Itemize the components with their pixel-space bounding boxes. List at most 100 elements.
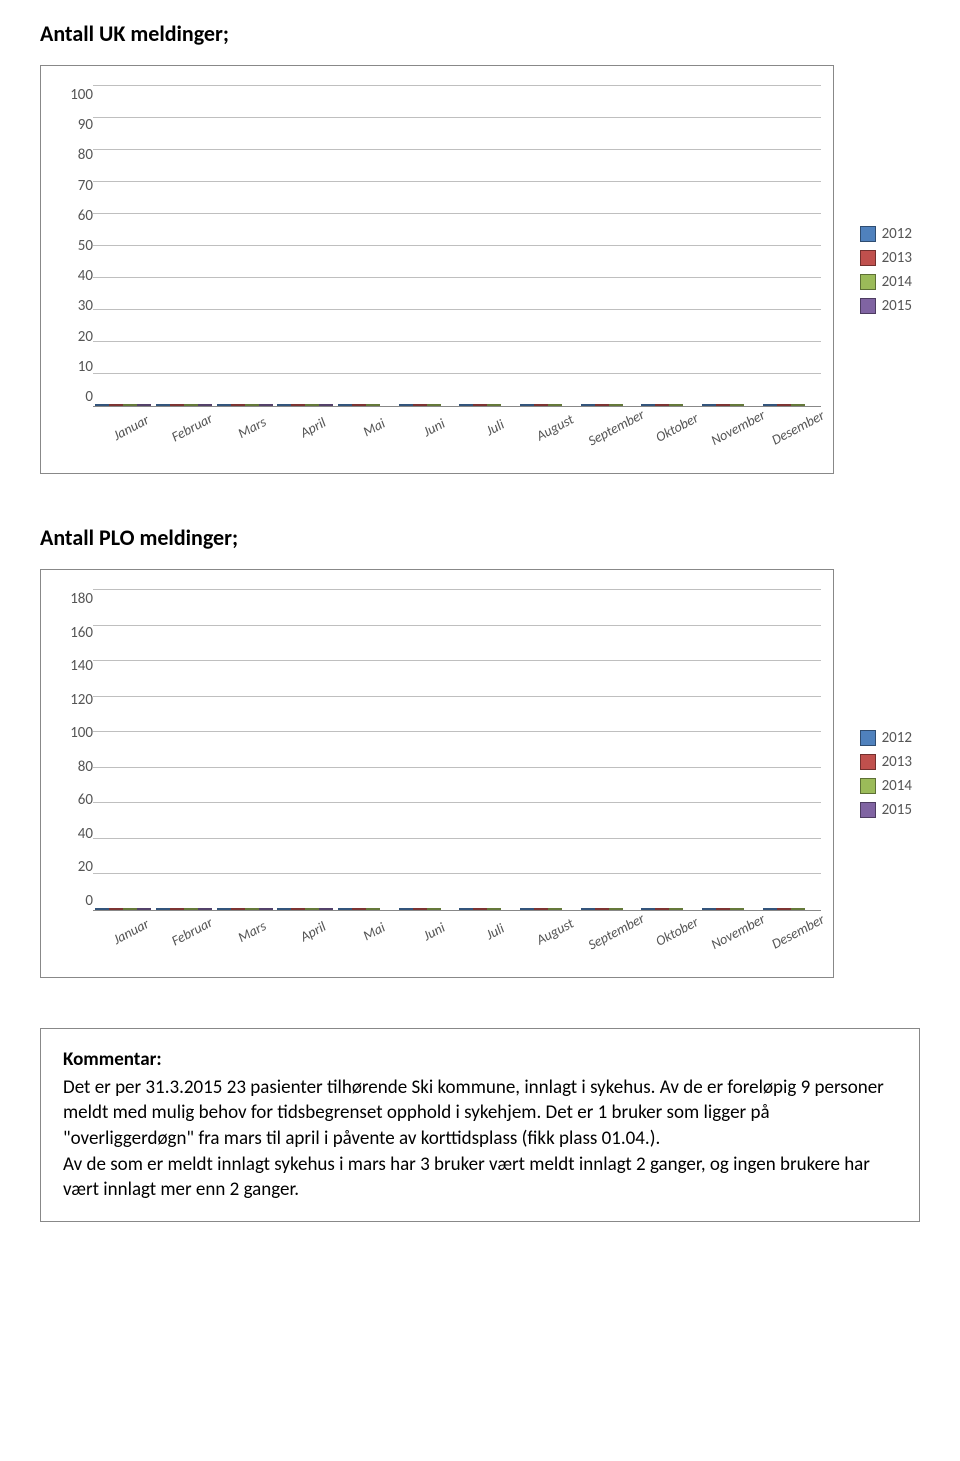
bar xyxy=(399,908,413,910)
comment-paragraph-1: Det er per 31.3.2015 23 pasienter tilhør… xyxy=(63,1075,897,1152)
legend-label: 2013 xyxy=(882,249,912,267)
y-tick-label: 100 xyxy=(70,724,93,742)
bar xyxy=(520,404,534,406)
legend-item: 2015 xyxy=(860,297,912,315)
bar xyxy=(156,908,170,910)
bar xyxy=(352,908,366,910)
legend-item: 2014 xyxy=(860,777,912,795)
y-tick-label: 40 xyxy=(78,267,93,285)
y-tick-label: 50 xyxy=(78,237,93,255)
y-tick-label: 80 xyxy=(78,758,93,776)
y-tick-label: 100 xyxy=(70,86,93,104)
comment-box: Kommentar: Det er per 31.3.2015 23 pasie… xyxy=(40,1028,920,1222)
bar xyxy=(655,404,669,406)
chart2-title: Antall PLO meldinger; xyxy=(40,524,920,551)
legend-item: 2015 xyxy=(860,801,912,819)
bar xyxy=(716,908,730,910)
bar xyxy=(473,404,487,406)
bar xyxy=(763,908,777,910)
y-tick-label: 90 xyxy=(78,116,93,134)
legend-swatch xyxy=(860,226,876,242)
y-tick-label: 60 xyxy=(78,207,93,225)
bar xyxy=(277,404,291,406)
bars-row xyxy=(93,86,821,406)
legend-label: 2014 xyxy=(882,273,912,291)
bar xyxy=(581,908,595,910)
legend-swatch xyxy=(860,754,876,770)
comment-paragraph-2: Av de som er meldt innlagt sykehus i mar… xyxy=(63,1152,897,1203)
y-tick-label: 20 xyxy=(78,858,93,876)
y-tick-label: 140 xyxy=(70,657,93,675)
y-tick-label: 40 xyxy=(78,825,93,843)
bar xyxy=(170,404,184,406)
bar xyxy=(95,908,109,910)
y-tick-label: 20 xyxy=(78,328,93,346)
bar xyxy=(338,908,352,910)
legend-label: 2015 xyxy=(882,801,912,819)
bar xyxy=(534,908,548,910)
legend-swatch xyxy=(860,730,876,746)
y-tick-label: 10 xyxy=(78,358,93,376)
chart1-legend: 2012 2013 2014 2015 xyxy=(860,219,912,321)
bar xyxy=(459,908,473,910)
bar xyxy=(217,908,231,910)
bar xyxy=(413,404,427,406)
bar xyxy=(716,404,730,406)
legend-label: 2014 xyxy=(882,777,912,795)
y-tick-label: 70 xyxy=(78,177,93,195)
chart2-container: 180160140120100806040200 JanuarFebruarMa… xyxy=(40,569,834,978)
bar xyxy=(231,404,245,406)
y-tick-label: 120 xyxy=(70,691,93,709)
chart2-frame: 180160140120100806040200 JanuarFebruarMa… xyxy=(40,569,834,978)
bars-row xyxy=(93,590,821,910)
legend-item: 2012 xyxy=(860,729,912,747)
chart2-x-axis: JanuarFebruarMarsAprilMaiJuniJuliAugustS… xyxy=(93,911,821,942)
comment-heading: Kommentar: xyxy=(63,1047,897,1073)
bar xyxy=(459,404,473,406)
bar xyxy=(777,908,791,910)
bar xyxy=(413,908,427,910)
chart1-frame: 1009080706050403020100 JanuarFebruarMars… xyxy=(40,65,834,474)
bar xyxy=(702,908,716,910)
legend-label: 2012 xyxy=(882,225,912,243)
legend-label: 2013 xyxy=(882,753,912,771)
chart1-x-axis: JanuarFebruarMarsAprilMaiJuniJuliAugustS… xyxy=(93,407,821,438)
bar xyxy=(291,908,305,910)
bar xyxy=(291,404,305,406)
bar xyxy=(170,908,184,910)
bar xyxy=(217,404,231,406)
legend-swatch xyxy=(860,778,876,794)
bar xyxy=(231,908,245,910)
bar xyxy=(534,404,548,406)
chart1-container: 1009080706050403020100 JanuarFebruarMars… xyxy=(40,65,834,474)
bar xyxy=(156,404,170,406)
legend-swatch xyxy=(860,250,876,266)
legend-swatch xyxy=(860,802,876,818)
chart2-plot xyxy=(93,590,821,911)
y-tick-label: 0 xyxy=(85,388,93,406)
chart1-y-axis: 1009080706050403020100 xyxy=(53,86,93,406)
y-tick-label: 30 xyxy=(78,297,93,315)
bar xyxy=(95,404,109,406)
bar xyxy=(109,404,123,406)
legend-item: 2014 xyxy=(860,273,912,291)
bar xyxy=(338,404,352,406)
legend-swatch xyxy=(860,274,876,290)
legend-swatch xyxy=(860,298,876,314)
chart1-plot xyxy=(93,86,821,407)
chart2-legend: 2012 2013 2014 2015 xyxy=(860,723,912,825)
bar xyxy=(763,404,777,406)
y-tick-label: 60 xyxy=(78,791,93,809)
y-tick-label: 160 xyxy=(70,624,93,642)
chart2-y-axis: 180160140120100806040200 xyxy=(53,590,93,910)
bar xyxy=(520,908,534,910)
y-tick-label: 80 xyxy=(78,146,93,164)
bar xyxy=(595,908,609,910)
legend-item: 2013 xyxy=(860,249,912,267)
bar xyxy=(641,908,655,910)
bar xyxy=(473,908,487,910)
bar xyxy=(399,404,413,406)
legend-label: 2015 xyxy=(882,297,912,315)
bar xyxy=(352,404,366,406)
bar xyxy=(595,404,609,406)
